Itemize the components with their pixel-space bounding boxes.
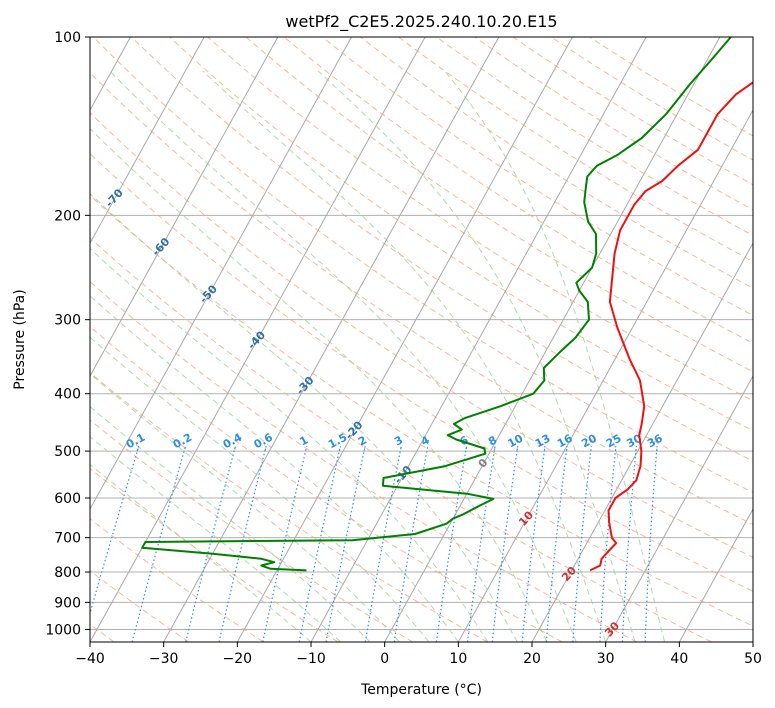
- temperature-profile: [589, 81, 753, 572]
- isotherm: [310, 37, 647, 642]
- x-axis-title: Temperature (°C): [360, 682, 482, 698]
- mixing-ratio-label: 16: [555, 432, 575, 451]
- x-tick-label: −10: [296, 651, 326, 667]
- dry-adiabat: [398, 37, 753, 263]
- mixing-ratio-line: [218, 445, 267, 642]
- x-tick-label: 20: [523, 651, 541, 667]
- moist-adiabat: [109, 70, 577, 642]
- y-tick-label: 1000: [45, 622, 81, 638]
- chart-title: wetPf2_C2E5.2025.240.10.20.E15: [285, 12, 557, 32]
- moist-adiabat: [90, 336, 430, 642]
- moist-adiabat: [90, 463, 312, 642]
- moist-adiabat: [90, 192, 518, 642]
- dry-adiabat: [169, 37, 753, 432]
- mixing-ratio-line: [364, 445, 402, 642]
- dry-adiabat: [90, 152, 753, 592]
- y-tick-label: 300: [54, 313, 81, 329]
- y-tick-label: 200: [54, 208, 81, 224]
- mixing-ratio-label: 36: [645, 432, 665, 451]
- x-tick-label: 30: [597, 651, 615, 667]
- isotherm: [678, 508, 753, 642]
- moist-adiabat: [90, 373, 400, 642]
- moist-adiabat: [317, 70, 636, 642]
- x-tick-label: −30: [149, 651, 179, 667]
- moist-adiabat: [444, 70, 666, 642]
- dewpoint-profile: [141, 37, 732, 572]
- y-tick-label: 700: [54, 531, 81, 547]
- isotherm: [384, 37, 721, 642]
- plot-frame: [89, 36, 754, 643]
- y-axis: 100 200 300 400 500 600 700 800 900 1000: [45, 30, 90, 638]
- mixing-ratio-line: [325, 445, 366, 642]
- moist-adiabat: [90, 127, 548, 642]
- moist-adiabat: [202, 70, 607, 642]
- moist-adiabat: [90, 247, 489, 642]
- y-axis-title: Pressure (hPa): [12, 289, 28, 389]
- dry-adiabat: [90, 72, 753, 526]
- y-tick-label: 900: [54, 595, 81, 611]
- dry-adiabat: [512, 37, 753, 186]
- mixing-ratio-label: 13: [533, 432, 553, 451]
- y-tick-label: 500: [54, 444, 81, 460]
- dry-adiabat: [90, 112, 753, 558]
- moist-adiabat: [90, 405, 371, 642]
- x-tick-label: 50: [744, 651, 762, 667]
- dry-adiabat: [90, 281, 638, 642]
- y-tick-label: 400: [54, 387, 81, 403]
- x-tick-label: −40: [75, 651, 105, 667]
- isotherm: [457, 109, 753, 642]
- x-tick-label: 10: [449, 651, 467, 667]
- plot-area: -100-90-80-70-60-50-40-30-20-10010203040…: [90, 37, 753, 642]
- dry-adiabat: [90, 194, 753, 627]
- dry-adiabat: [207, 37, 753, 402]
- mixing-ratio-label: 20: [579, 432, 599, 451]
- y-tick-label: 100: [54, 30, 81, 46]
- dry-adiabat: [360, 37, 753, 289]
- isotherm: [531, 242, 753, 642]
- dry-adiabat: [131, 37, 753, 462]
- mixing-ratio-line: [90, 445, 140, 616]
- isotherm: [90, 37, 352, 511]
- mixing-ratio-label: 25: [604, 432, 624, 451]
- profiles: [141, 37, 753, 572]
- x-tick-label: −20: [223, 651, 253, 667]
- x-axis: −40 −30 −20 −10 0 10 20 30 40 50: [75, 642, 762, 667]
- dry-adiabat: [589, 37, 753, 137]
- dry-adiabat: [92, 37, 753, 494]
- dry-adiabat: [90, 467, 339, 642]
- mixing-ratio-label: 10: [506, 432, 526, 451]
- pressure-gridlines: [90, 37, 753, 630]
- isotherm: [90, 37, 205, 245]
- mixing-ratio-line: [393, 445, 429, 642]
- isotherms: [90, 37, 753, 642]
- mixing-ratio-line: [185, 445, 237, 642]
- dry-adiabat: [474, 37, 753, 211]
- moist-adiabat: [90, 435, 341, 642]
- dry-adiabat: [550, 37, 753, 161]
- x-tick-label: 0: [380, 651, 389, 667]
- dry-adiabat: [90, 325, 563, 642]
- isotherm: [605, 375, 753, 642]
- y-tick-label: 800: [54, 565, 81, 581]
- dry-adiabat: [436, 37, 753, 236]
- moist-adiabats: [90, 70, 666, 642]
- isotherm: [90, 37, 279, 378]
- y-tick-label: 600: [54, 491, 81, 507]
- x-tick-label: 40: [670, 651, 688, 667]
